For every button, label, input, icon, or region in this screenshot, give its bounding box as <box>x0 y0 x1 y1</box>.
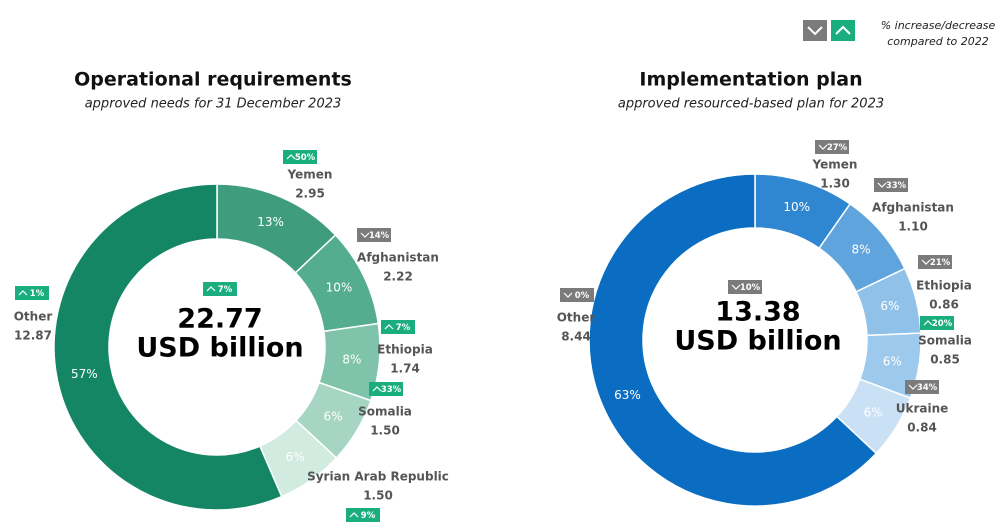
category-label: Yemen <box>812 158 858 172</box>
change-badge <box>905 380 939 394</box>
value-label: 1.10 <box>898 220 928 234</box>
share-label: 6% <box>883 354 902 368</box>
category-label: Other <box>557 311 596 325</box>
category-label: Syrian Arab Republic <box>307 470 449 484</box>
category-label: Ukraine <box>896 402 949 416</box>
legend-down-icon <box>803 20 827 41</box>
change-badge <box>918 255 952 269</box>
category-label: Afghanistan <box>357 251 439 265</box>
change-chevron <box>18 290 28 296</box>
change-chevron <box>877 182 887 188</box>
change-badge <box>369 382 403 396</box>
change-label: 9% <box>361 511 376 521</box>
change-badge <box>381 320 415 334</box>
legend-down-chevron <box>807 26 823 36</box>
change-label: 14% <box>369 231 390 241</box>
chart-subtitle: approved needs for 31 December 2023 <box>85 97 342 112</box>
center-value: 13.38 <box>715 297 800 328</box>
value-label: 1.74 <box>390 362 420 376</box>
change-chevron <box>384 324 394 330</box>
change-label: 33% <box>886 181 907 191</box>
category-label: Ethiopia <box>916 279 972 293</box>
category-label: Ethiopia <box>377 343 433 357</box>
value-label: 0.86 <box>929 298 959 312</box>
category-label: Yemen <box>287 168 333 182</box>
legend-up-icon <box>831 20 855 41</box>
change-chevron <box>731 284 741 290</box>
change-label: 50% <box>295 153 316 163</box>
legend-text: % increase/decrease <box>881 19 996 32</box>
share-label: 57% <box>71 367 98 381</box>
change-chevron <box>372 386 382 392</box>
center-unit: USD billion <box>136 333 303 364</box>
share-label: 63% <box>614 388 641 402</box>
value-label: 1.30 <box>820 177 850 191</box>
chart-title: Implementation plan <box>639 69 862 91</box>
value-label: 1.50 <box>370 424 400 438</box>
value-label: 0.84 <box>907 421 937 435</box>
share-label: 10% <box>783 200 810 214</box>
share-label: 6% <box>864 406 883 420</box>
value-label: 1.50 <box>363 489 393 503</box>
change-label: 10% <box>740 283 761 293</box>
category-label: Afghanistan <box>872 201 954 215</box>
legend-text: compared to 2022 <box>887 35 989 48</box>
change-chevron <box>206 286 216 292</box>
category-label: Somalia <box>918 334 972 348</box>
change-badge <box>283 150 317 164</box>
change-chevron <box>563 292 573 298</box>
change-badge <box>15 286 49 300</box>
value-label: 2.95 <box>295 187 325 201</box>
change-label: 21% <box>930 258 951 268</box>
change-chevron <box>818 144 828 150</box>
donut-slice <box>588 173 878 507</box>
share-label: 6% <box>324 409 343 423</box>
value-label: 8.44 <box>561 330 591 344</box>
change-badge <box>560 288 594 302</box>
change-label: 20% <box>932 319 953 329</box>
share-label: 10% <box>326 280 353 294</box>
change-label: 7% <box>218 285 233 295</box>
change-badge <box>874 178 908 192</box>
share-label: 6% <box>880 299 899 313</box>
value-label: 12.87 <box>14 329 52 343</box>
share-label: 8% <box>852 243 871 257</box>
share-label: 8% <box>342 352 361 366</box>
center-value: 22.77 <box>177 304 262 335</box>
change-chevron <box>921 259 931 265</box>
change-label: 1% <box>30 289 45 299</box>
change-badge <box>357 228 391 242</box>
change-chevron <box>908 384 918 390</box>
change-label: 34% <box>917 383 938 393</box>
donut-slice <box>53 183 283 511</box>
category-label: Somalia <box>358 405 412 419</box>
change-chevron <box>286 154 296 160</box>
change-badge <box>920 316 954 330</box>
chart-subtitle: approved resourced-based plan for 2023 <box>618 97 884 112</box>
change-badge <box>815 140 849 154</box>
chart-title: Operational requirements <box>74 69 352 91</box>
share-label: 6% <box>286 450 305 464</box>
change-badge <box>203 282 237 296</box>
category-label: Other <box>14 310 53 324</box>
share-label: 13% <box>257 215 284 229</box>
change-badge <box>728 280 762 294</box>
change-badge <box>346 508 380 522</box>
change-chevron <box>923 320 933 326</box>
change-label: 33% <box>381 385 402 395</box>
value-label: 2.22 <box>383 270 413 284</box>
change-label: 7% <box>396 323 411 333</box>
change-chevron <box>360 232 370 238</box>
legend-up-chevron <box>835 25 851 35</box>
value-label: 0.85 <box>930 353 960 367</box>
change-label: 27% <box>827 143 848 153</box>
change-chevron <box>349 512 359 518</box>
change-label: 0% <box>575 291 590 301</box>
center-unit: USD billion <box>674 326 841 357</box>
